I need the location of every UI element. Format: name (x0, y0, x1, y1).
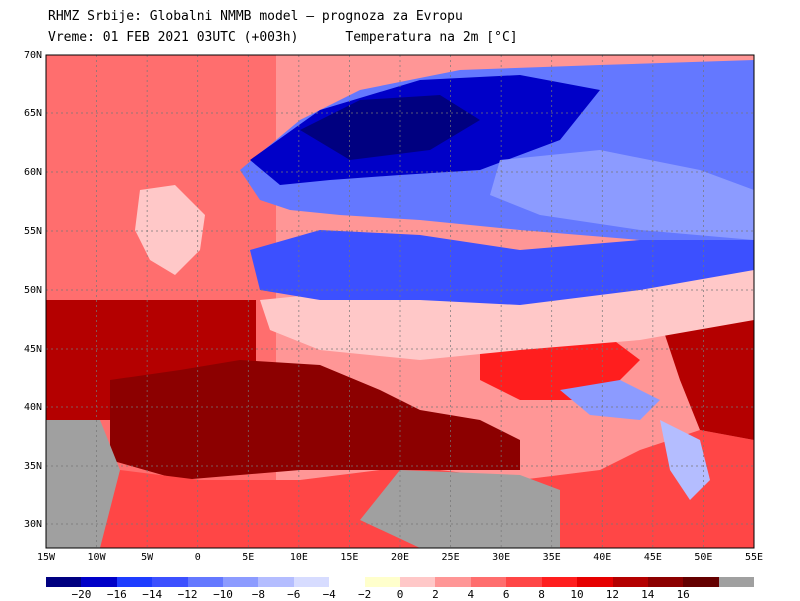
british-isles (135, 185, 205, 275)
longitude-label: 25E (442, 552, 460, 563)
latitude-label: 40N (24, 402, 42, 413)
longitude-label: 30E (492, 552, 510, 563)
legend-swatch (470, 577, 507, 587)
legend-swatch (258, 577, 294, 587)
legend-swatch (223, 577, 259, 587)
legend-swatch (400, 577, 436, 587)
legend-tick-label: −2 (357, 588, 372, 601)
legend-tick-label: −10 (213, 588, 233, 601)
legend-tick-label: 2 (432, 588, 439, 601)
legend-swatch (577, 577, 613, 587)
legend-swatch (81, 577, 117, 587)
longitude-label: 40E (593, 552, 611, 563)
legend-swatch (647, 577, 684, 587)
longitude-label: 10E (290, 552, 308, 563)
legend-swatch (152, 577, 188, 587)
legend-swatch (683, 577, 719, 587)
longitude-label: 15W (37, 552, 56, 563)
legend-tick-label: −16 (106, 588, 127, 601)
longitude-label: 45E (644, 552, 662, 563)
legend-swatch (506, 577, 542, 587)
map-frame (45, 54, 755, 549)
latitude-label: 65N (24, 108, 42, 119)
longitude-label: 15E (340, 552, 358, 563)
legend-tick-label: −8 (251, 588, 266, 601)
legend-swatch (541, 577, 578, 587)
legend-swatch (364, 577, 401, 587)
longitude-label: 5W (141, 552, 154, 563)
longitude-label: 50E (694, 552, 712, 563)
latitude-label: 60N (24, 167, 42, 178)
latitude-label: 35N (24, 461, 42, 472)
legend-swatch (718, 577, 755, 587)
longitude-labels: 15W 10W 5W 0 5E 10E 15E 20E 25E 30E 35E 40E 45E 50E 55… (37, 552, 763, 563)
legend-tick-label: −4 (322, 588, 336, 601)
latitude-labels: 70N 65N 60N 55N 50N 45N 40N 35N 30N (24, 50, 42, 530)
legend-tick-label: 8 (538, 588, 545, 601)
legend-swatch (293, 577, 330, 587)
legend-swatch (435, 577, 471, 587)
legend-swatch (46, 577, 82, 587)
longitude-label: 0 (195, 552, 201, 563)
latitude-label: 70N (24, 50, 42, 61)
latitude-label: 50N (24, 285, 42, 296)
legend-tick-label: 14 (641, 588, 655, 601)
cold-belt (250, 230, 754, 305)
legend-tick-label: 10 (570, 588, 584, 601)
mediterranean-hot-region (110, 360, 520, 480)
legend-swatch (187, 577, 224, 587)
legend-tick-label: 12 (605, 588, 620, 601)
caspian-warm (660, 300, 754, 440)
longitude-label: 10W (88, 552, 107, 563)
map-subtitle: Vreme: 01 FEB 2021 03UTC (+003h) Tempera… (48, 30, 518, 45)
legend-tick-label: −20 (71, 588, 92, 601)
legend-tick-label: −12 (177, 588, 198, 601)
terrain-libya-egypt (360, 470, 560, 548)
legend-tick-label: 6 (502, 588, 510, 601)
map-title: RHMZ Srbije: Globalni NMMB model — progn… (48, 9, 463, 24)
latitude-label: 45N (24, 344, 42, 355)
legend-tick-label: 0 (396, 588, 404, 601)
terrain-west-africa (46, 420, 120, 548)
legend-tick-label: −6 (287, 588, 301, 601)
anatolia-cold (560, 380, 660, 420)
latitude-label: 30N (24, 519, 42, 530)
graticule (46, 55, 754, 548)
legend-swatch (116, 577, 153, 587)
longitude-label: 35E (543, 552, 561, 563)
legend-swatch (329, 577, 365, 587)
latitude-label: 55N (24, 226, 42, 237)
longitude-label: 55E (745, 552, 763, 563)
russia-cold (490, 150, 754, 240)
color-legend (46, 577, 755, 587)
longitude-label: 20E (391, 552, 409, 563)
legend-tick-label: −14 (142, 588, 163, 601)
scandinavia-coldest (300, 95, 480, 160)
legend-swatch (612, 577, 648, 587)
legend-tick-label: 4 (467, 588, 475, 601)
legend-tick-label: 16 (676, 588, 690, 601)
iran-cold (660, 420, 710, 500)
longitude-label: 5E (242, 552, 254, 563)
